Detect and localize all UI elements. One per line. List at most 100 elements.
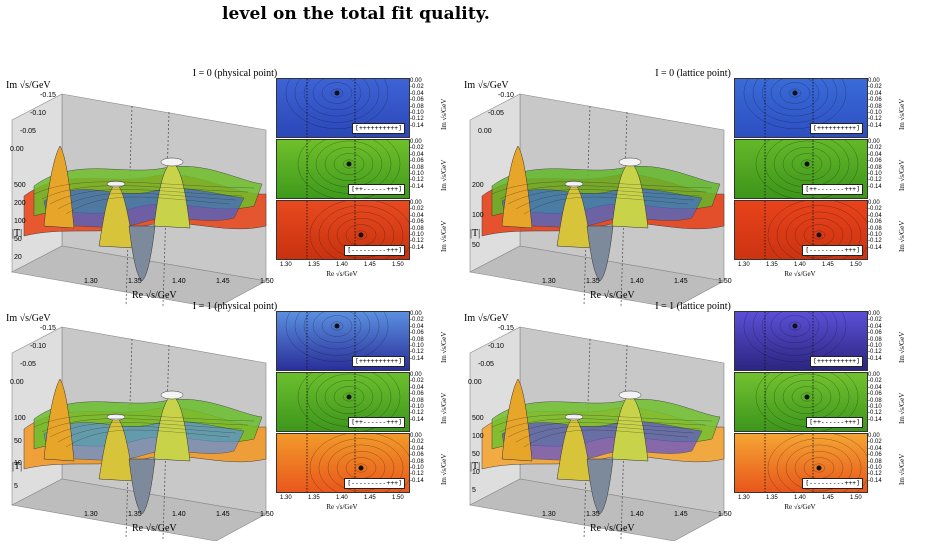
contour-y-tick: -0.14 [868, 355, 882, 362]
contour-y-tick: -0.14 [410, 244, 424, 251]
x-axis-tick: 1.30 [542, 511, 556, 518]
sheet-sign-label: [++------+++] [348, 417, 405, 428]
contour-y-tick: -0.04 [868, 151, 882, 158]
x-axis-tick: 1.50 [260, 278, 274, 285]
x-axis-tick: 1.45 [674, 278, 688, 285]
sheet-sign-label: [++++++++++] [810, 123, 863, 134]
contour-y-tick: -0.06 [410, 219, 424, 226]
sheet-sign-label: [---------+++] [344, 478, 405, 489]
z-axis-label: |T| [470, 228, 481, 239]
y-axis-tick: 0.00 [468, 379, 482, 386]
contour-line [333, 153, 365, 175]
x-axis-tick: 1.35 [128, 511, 142, 518]
contour-y-tick: 0.00 [410, 200, 422, 206]
contour-y-label: Im √s/GeV [898, 331, 906, 363]
contour-line [297, 140, 401, 198]
x-axis-tick: 1.50 [718, 278, 732, 285]
x-axis-tick: 1.40 [172, 511, 186, 518]
figure-panel-i1-lattice: I = 1 (lattice point) Im √s/GeV -0.15 -0.10… [462, 301, 924, 542]
contour-line [49, 422, 243, 438]
contour-svg [764, 201, 867, 259]
contour-y-tick: -0.08 [868, 336, 882, 343]
pole-marker [346, 394, 352, 400]
z-axis-label: |T| [12, 461, 23, 472]
z-axis-tick: 100 [14, 415, 26, 422]
y-axis-tick: 0.00 [10, 146, 24, 153]
contour-x-tick: 1.40 [794, 495, 806, 501]
z-axis-tick: 200 [14, 200, 26, 207]
contour-y-tick: -0.10 [868, 232, 882, 239]
contour-x-label: Re √s/GeV [326, 503, 358, 511]
contour-x-tick: 1.35 [766, 495, 778, 501]
contour-y-tick: -0.04 [868, 384, 882, 391]
contour-y-tick: -0.02 [410, 145, 424, 152]
x-axis-tick: 1.30 [84, 278, 98, 285]
resonance-dip [128, 458, 156, 515]
contour-y-ticks: 0.00 -0.02 -0.04 -0.06 -0.08 -0.10 -0.12 -0.14 [868, 433, 898, 484]
contour-y-tick: -0.06 [868, 219, 882, 226]
y-axis-tick: 0.00 [10, 379, 24, 386]
contour-y-tick: -0.12 [868, 177, 882, 184]
y-axis-label: Im √s/GeV [464, 80, 509, 91]
x-axis-tick: 1.45 [674, 511, 688, 518]
contour-y-tick: -0.02 [410, 84, 424, 91]
contour-y-tick: -0.08 [410, 225, 424, 232]
contour-x-tick: 1.35 [766, 262, 778, 268]
x-axis-tick: 1.30 [84, 511, 98, 518]
contour-line [303, 312, 371, 350]
contour-y-tick: -0.10 [410, 232, 424, 239]
contour-y-tick: -0.10 [410, 110, 424, 117]
contour-y-label: Im √s/GeV [440, 453, 448, 485]
contour-y-tick: -0.14 [868, 416, 882, 423]
figure-panel-i1-physical: I = 1 (physical point) Im √s/GeV -0.15 -0.1… [4, 301, 466, 542]
x-axis-tick: 1.50 [718, 511, 732, 518]
x-axis-tick: 1.50 [260, 511, 274, 518]
z-axis-tick: 10 [14, 460, 22, 467]
contour-y-tick: 0.00 [868, 433, 880, 439]
contour-y-tick: -0.08 [868, 397, 882, 404]
contour-y-tick: 0.00 [868, 311, 880, 317]
contour-line [65, 429, 231, 448]
contour-y-tick: 0.00 [410, 78, 422, 84]
surface-plot-3d: Im √s/GeV -0.10 -0.05 0.00 |T| 200 100 50 1.30 1.… [462, 76, 732, 309]
surface-plot-3d: Im √s/GeV -0.15 -0.10 -0.05 0.00 |T| 100 50 10 5 1… [4, 309, 274, 542]
peak-cap [106, 413, 126, 421]
contour-y-tick: 0.00 [868, 372, 880, 378]
contour-y-tick: -0.08 [410, 164, 424, 171]
y-axis-tick: -0.10 [498, 92, 514, 99]
pole-marker [346, 161, 352, 167]
contour-y-tick: -0.04 [410, 384, 424, 391]
contour-line [330, 88, 344, 98]
riemann-sheet-contour: [++------+++] [734, 372, 868, 432]
contour-y-tick: -0.12 [868, 116, 882, 123]
figure-panel-i0-lattice: I = 0 (lattice point) Im √s/GeV -0.10 -0.05… [462, 68, 924, 309]
x-axis-tick: 1.40 [172, 278, 186, 285]
contour-y-tick: -0.08 [410, 336, 424, 343]
y-axis-tick: -0.05 [20, 128, 36, 135]
x-axis-label: Re √s/GeV [590, 523, 635, 534]
contour-y-tick: -0.10 [868, 110, 882, 117]
contour-line [312, 312, 362, 343]
contour-y-tick: -0.02 [410, 378, 424, 385]
contour-x-tick: 1.45 [822, 495, 834, 501]
contour-y-tick: 0.00 [410, 433, 422, 439]
contour-y-tick: 0.00 [868, 139, 880, 145]
contour-line [767, 434, 867, 492]
contour-line [785, 211, 853, 259]
contour-y-tick: -0.06 [410, 97, 424, 104]
contour-x-tick: 1.45 [364, 495, 376, 501]
pole-marker [334, 323, 340, 329]
z-axis-tick: 5 [14, 482, 18, 490]
contour-y-tick: 0.00 [410, 139, 422, 145]
contour-y-label: Im √s/GeV [440, 159, 448, 191]
contour-y-tick: -0.06 [868, 97, 882, 104]
contour-y-tick: -0.10 [868, 171, 882, 178]
contour-line [791, 386, 823, 408]
sheet-sign-label: [---------+++] [802, 478, 863, 489]
contour-y-tick: -0.10 [868, 343, 882, 350]
contour-line [327, 444, 395, 492]
contour-y-label: Im √s/GeV [440, 98, 448, 130]
peak-cap [564, 413, 584, 421]
contour-y-tick: -0.12 [868, 349, 882, 356]
surface-plot-3d: Im √s/GeV -0.15 -0.10 -0.05 0.00 |T| 500 200 100… [4, 76, 274, 309]
